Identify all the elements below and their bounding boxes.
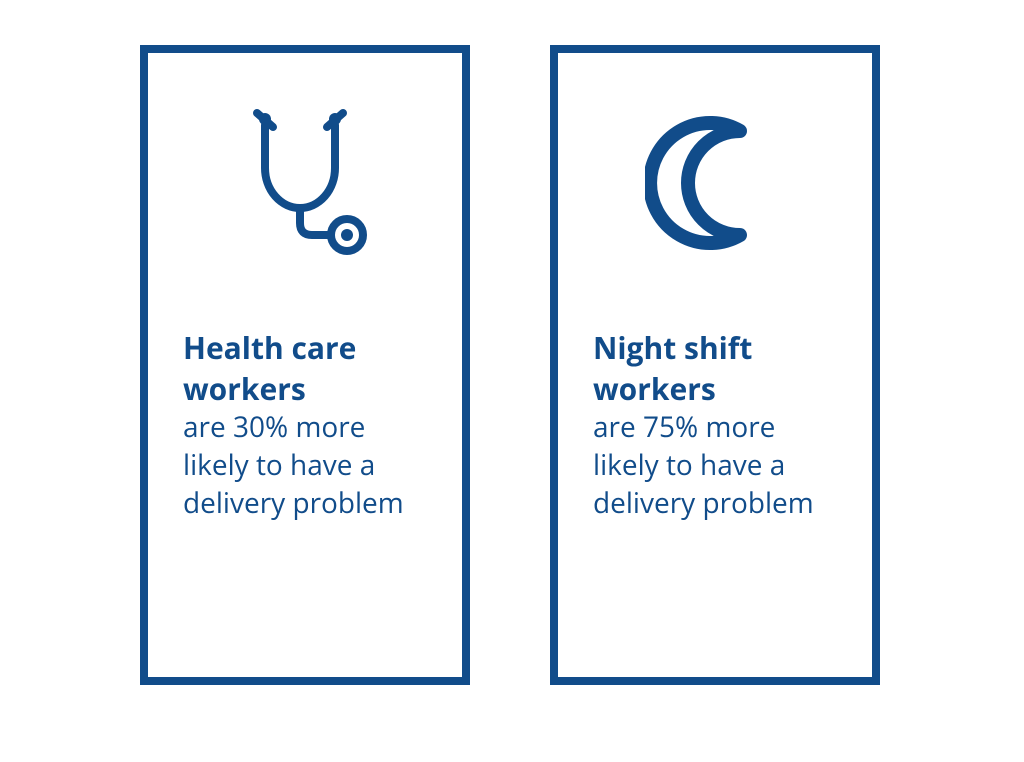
stat-card-nightshift: Night shift workers are 75% more likely … [550,45,880,685]
stat-card-healthcare: Health care workers are 30% more likely … [140,45,470,685]
stat-title: Night shift workers [593,328,848,409]
stat-body: are 30% more likely to have a delivery p… [183,409,438,522]
moon-icon [558,98,872,268]
infographic-stage: Health care workers are 30% more likely … [0,0,1024,762]
stethoscope-icon [148,98,462,268]
stat-title: Health care workers [183,328,438,409]
stat-text-healthcare: Health care workers are 30% more likely … [183,328,438,522]
stat-text-nightshift: Night shift workers are 75% more likely … [593,328,848,522]
stat-body: are 75% more likely to have a delivery p… [593,409,848,522]
